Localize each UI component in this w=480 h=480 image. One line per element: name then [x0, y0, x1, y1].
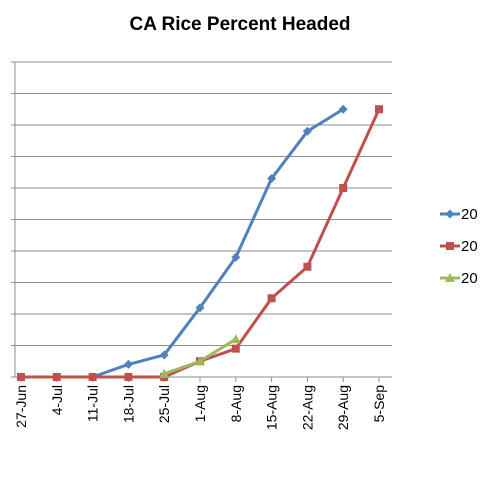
x-tick-label: 22-Aug — [299, 385, 315, 430]
x-tick-label: 8-Aug — [228, 385, 244, 422]
x-tick-labels: 27-Jun 4-Jul 11-Jul 18-Jul 25-Jul 1-Aug 8-Aug 1… — [13, 385, 387, 430]
data-point — [338, 104, 348, 114]
data-point — [159, 368, 170, 378]
x-tick-label: 4-Jul — [49, 385, 65, 415]
data-point — [445, 209, 455, 219]
data-point — [231, 344, 240, 353]
legend-entry: 20 — [440, 238, 478, 255]
legend-label: 20 — [461, 206, 478, 223]
data-point — [267, 294, 276, 303]
data-point — [123, 359, 133, 369]
x-tick-label: 15-Aug — [264, 385, 280, 430]
series-1 — [16, 104, 348, 382]
data-point — [124, 373, 133, 381]
axes — [11, 61, 392, 382]
data-point — [17, 373, 25, 381]
x-tick-label: 29-Aug — [335, 385, 351, 430]
data-point — [195, 303, 205, 313]
x-tick-label: 1-Aug — [192, 385, 208, 422]
series-2 — [17, 105, 383, 381]
data-point — [446, 242, 454, 250]
x-tick-label: 5-Sep — [371, 385, 387, 423]
series-line — [21, 107, 344, 379]
data-point — [195, 356, 205, 366]
series-3 — [159, 334, 241, 378]
data-point — [339, 184, 348, 192]
data-point — [445, 273, 455, 282]
data-point — [230, 334, 241, 344]
legend-label: 20 — [461, 238, 478, 255]
data-point — [303, 262, 312, 271]
data-point — [159, 350, 169, 360]
x-tick-label: 27-Jun — [13, 385, 29, 428]
series-line — [21, 108, 381, 379]
legend-label: 20 — [461, 270, 478, 287]
x-tick-label: 25-Jul — [156, 385, 172, 423]
series-lines — [16, 104, 383, 382]
legend: 20 20 20 — [440, 206, 478, 287]
gridlines — [15, 61, 392, 378]
x-tick-label: 11-Jul — [85, 385, 101, 422]
data-point — [375, 105, 383, 114]
data-point — [231, 252, 241, 262]
data-point — [267, 174, 277, 184]
x-tick-label: 18-Jul — [120, 385, 136, 423]
legend-entry: 20 — [440, 206, 478, 223]
data-point — [88, 373, 97, 381]
chart-title: CA Rice Percent Headed — [129, 14, 350, 35]
data-point — [52, 373, 61, 381]
data-point — [302, 126, 312, 136]
legend-entry: 20 — [440, 270, 478, 287]
